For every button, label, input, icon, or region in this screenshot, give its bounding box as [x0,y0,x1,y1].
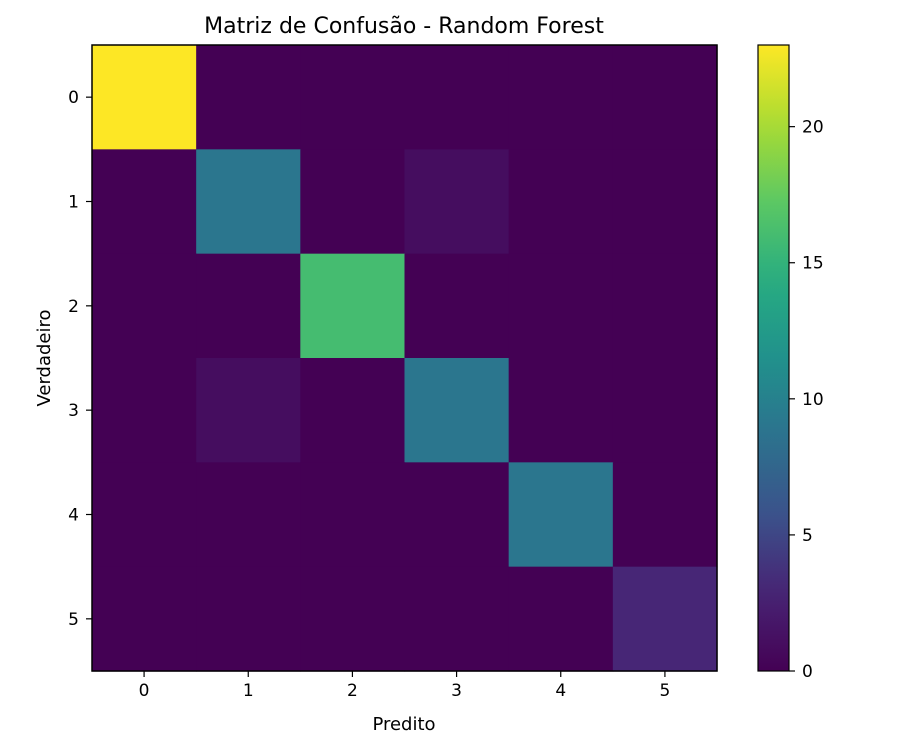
heatmap-cell-5-3 [404,566,510,672]
colorbar-ticks: 0 5 10 15 20 [789,118,824,682]
heatmap-cell-5-5 [612,566,718,672]
heatmap-cell-1-5 [612,149,718,255]
heatmap-cell-3-3 [404,358,510,463]
y-axis-ticks: 0 1 2 3 4 5 [68,88,92,630]
x-axis-ticks: 0 1 2 3 4 5 [139,671,671,701]
heatmap-cell-4-1 [196,462,301,568]
heatmap-cell-4-4 [508,462,614,568]
heatmap-cell-0-4 [508,45,614,150]
y-tick-label: 3 [68,401,79,421]
x-tick-label: 3 [451,681,462,701]
heatmap-cell-1-3 [404,149,510,255]
colorbar-tick-label: 5 [802,526,813,546]
heatmap-cell-1-0 [92,149,197,255]
heatmap-cell-5-1 [196,566,301,672]
heatmap-cell-0-5 [612,45,718,150]
colorbar-tick-label: 0 [802,662,813,682]
heatmap-cell-3-2 [300,358,406,463]
heatmap-cell-2-5 [612,253,718,359]
heatmap-cell-1-2 [300,149,406,255]
heatmap-cell-4-3 [404,462,510,568]
x-tick-label: 0 [139,681,150,701]
x-tick-label: 2 [347,681,358,701]
heatmap-cell-5-2 [300,566,406,672]
colorbar [757,44,790,672]
colorbar-tick-label: 20 [802,118,824,138]
heatmap-cell-2-0 [92,253,197,359]
heatmap-cell-0-0 [92,45,197,150]
x-tick-label: 1 [243,681,254,701]
y-tick-label: 2 [68,297,79,317]
x-tick-label: 4 [555,681,566,701]
chart-title: Matriz de Confusão - Random Forest [204,14,604,39]
heatmap-cell-3-0 [92,358,197,463]
heatmap-cell-1-1 [196,149,301,255]
heatmap-cell-4-0 [92,462,197,568]
heatmap-cell-2-1 [196,253,301,359]
heatmap-cell-1-4 [508,149,614,255]
x-tick-label: 5 [660,681,671,701]
colorbar-tick-label: 15 [802,254,824,274]
heatmap-cell-0-1 [196,45,301,150]
heatmap-cell-4-2 [300,462,406,568]
heatmap-cell-5-4 [508,566,614,672]
heatmap-cell-5-0 [92,566,197,672]
heatmap-cell-3-4 [508,358,614,463]
heatmap-cell-0-2 [300,45,406,150]
colorbar-tick-label: 10 [802,390,824,410]
heatmap-cell-4-5 [612,462,718,568]
y-tick-label: 5 [68,610,79,630]
heatmap-cell-0-3 [404,45,510,150]
plot-frame [91,44,718,672]
heatmap-cell-2-4 [508,253,614,359]
y-tick-label: 1 [68,193,79,213]
heatmap-cell-3-1 [196,358,301,463]
heatmap-cells [92,45,718,672]
heatmap-cell-2-2 [300,253,406,359]
y-tick-label: 0 [68,88,79,108]
x-axis-label: Predito [372,714,435,735]
heatmap-cell-2-3 [404,253,510,359]
y-axis-label: Verdadeiro [34,309,55,406]
heatmap-cell-3-5 [612,358,718,463]
y-tick-label: 4 [68,506,79,526]
